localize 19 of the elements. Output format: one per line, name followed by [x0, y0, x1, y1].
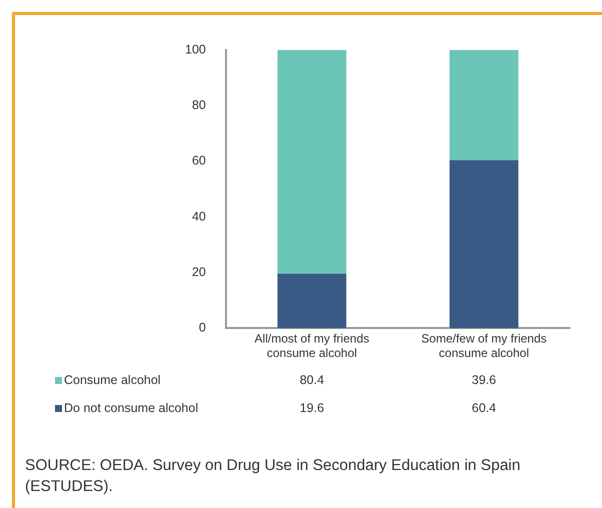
bar: [450, 50, 518, 160]
y-tick-label: 0: [198, 320, 206, 335]
legend-label: Consume alcohol: [63, 373, 161, 387]
y-tick-label: 100: [184, 42, 206, 56]
x-tick-label: Some/few of my friends consume alcohol: [421, 332, 547, 360]
source-note: SOURCE: OEDA. Survey on Drug Use in Secondary Education in Spain (ESTUDES).: [25, 456, 522, 497]
y-tick-label: 80: [192, 98, 206, 112]
bar: [450, 160, 518, 328]
data-label: 80.4: [300, 373, 324, 387]
data-label: 60.4: [472, 401, 496, 415]
y-tick-label: 60: [192, 154, 206, 168]
y-tick-label: 20: [192, 265, 206, 280]
bar: [277, 274, 346, 328]
data-label: 19.6: [300, 401, 324, 415]
legend-label: Do not consume alcohol: [63, 401, 198, 415]
x-tick-label: All/most of my friends consume alcohol: [254, 332, 370, 360]
bar: [277, 50, 346, 274]
data-label: 39.6: [472, 373, 496, 387]
y-tick-label: 40: [192, 209, 206, 224]
